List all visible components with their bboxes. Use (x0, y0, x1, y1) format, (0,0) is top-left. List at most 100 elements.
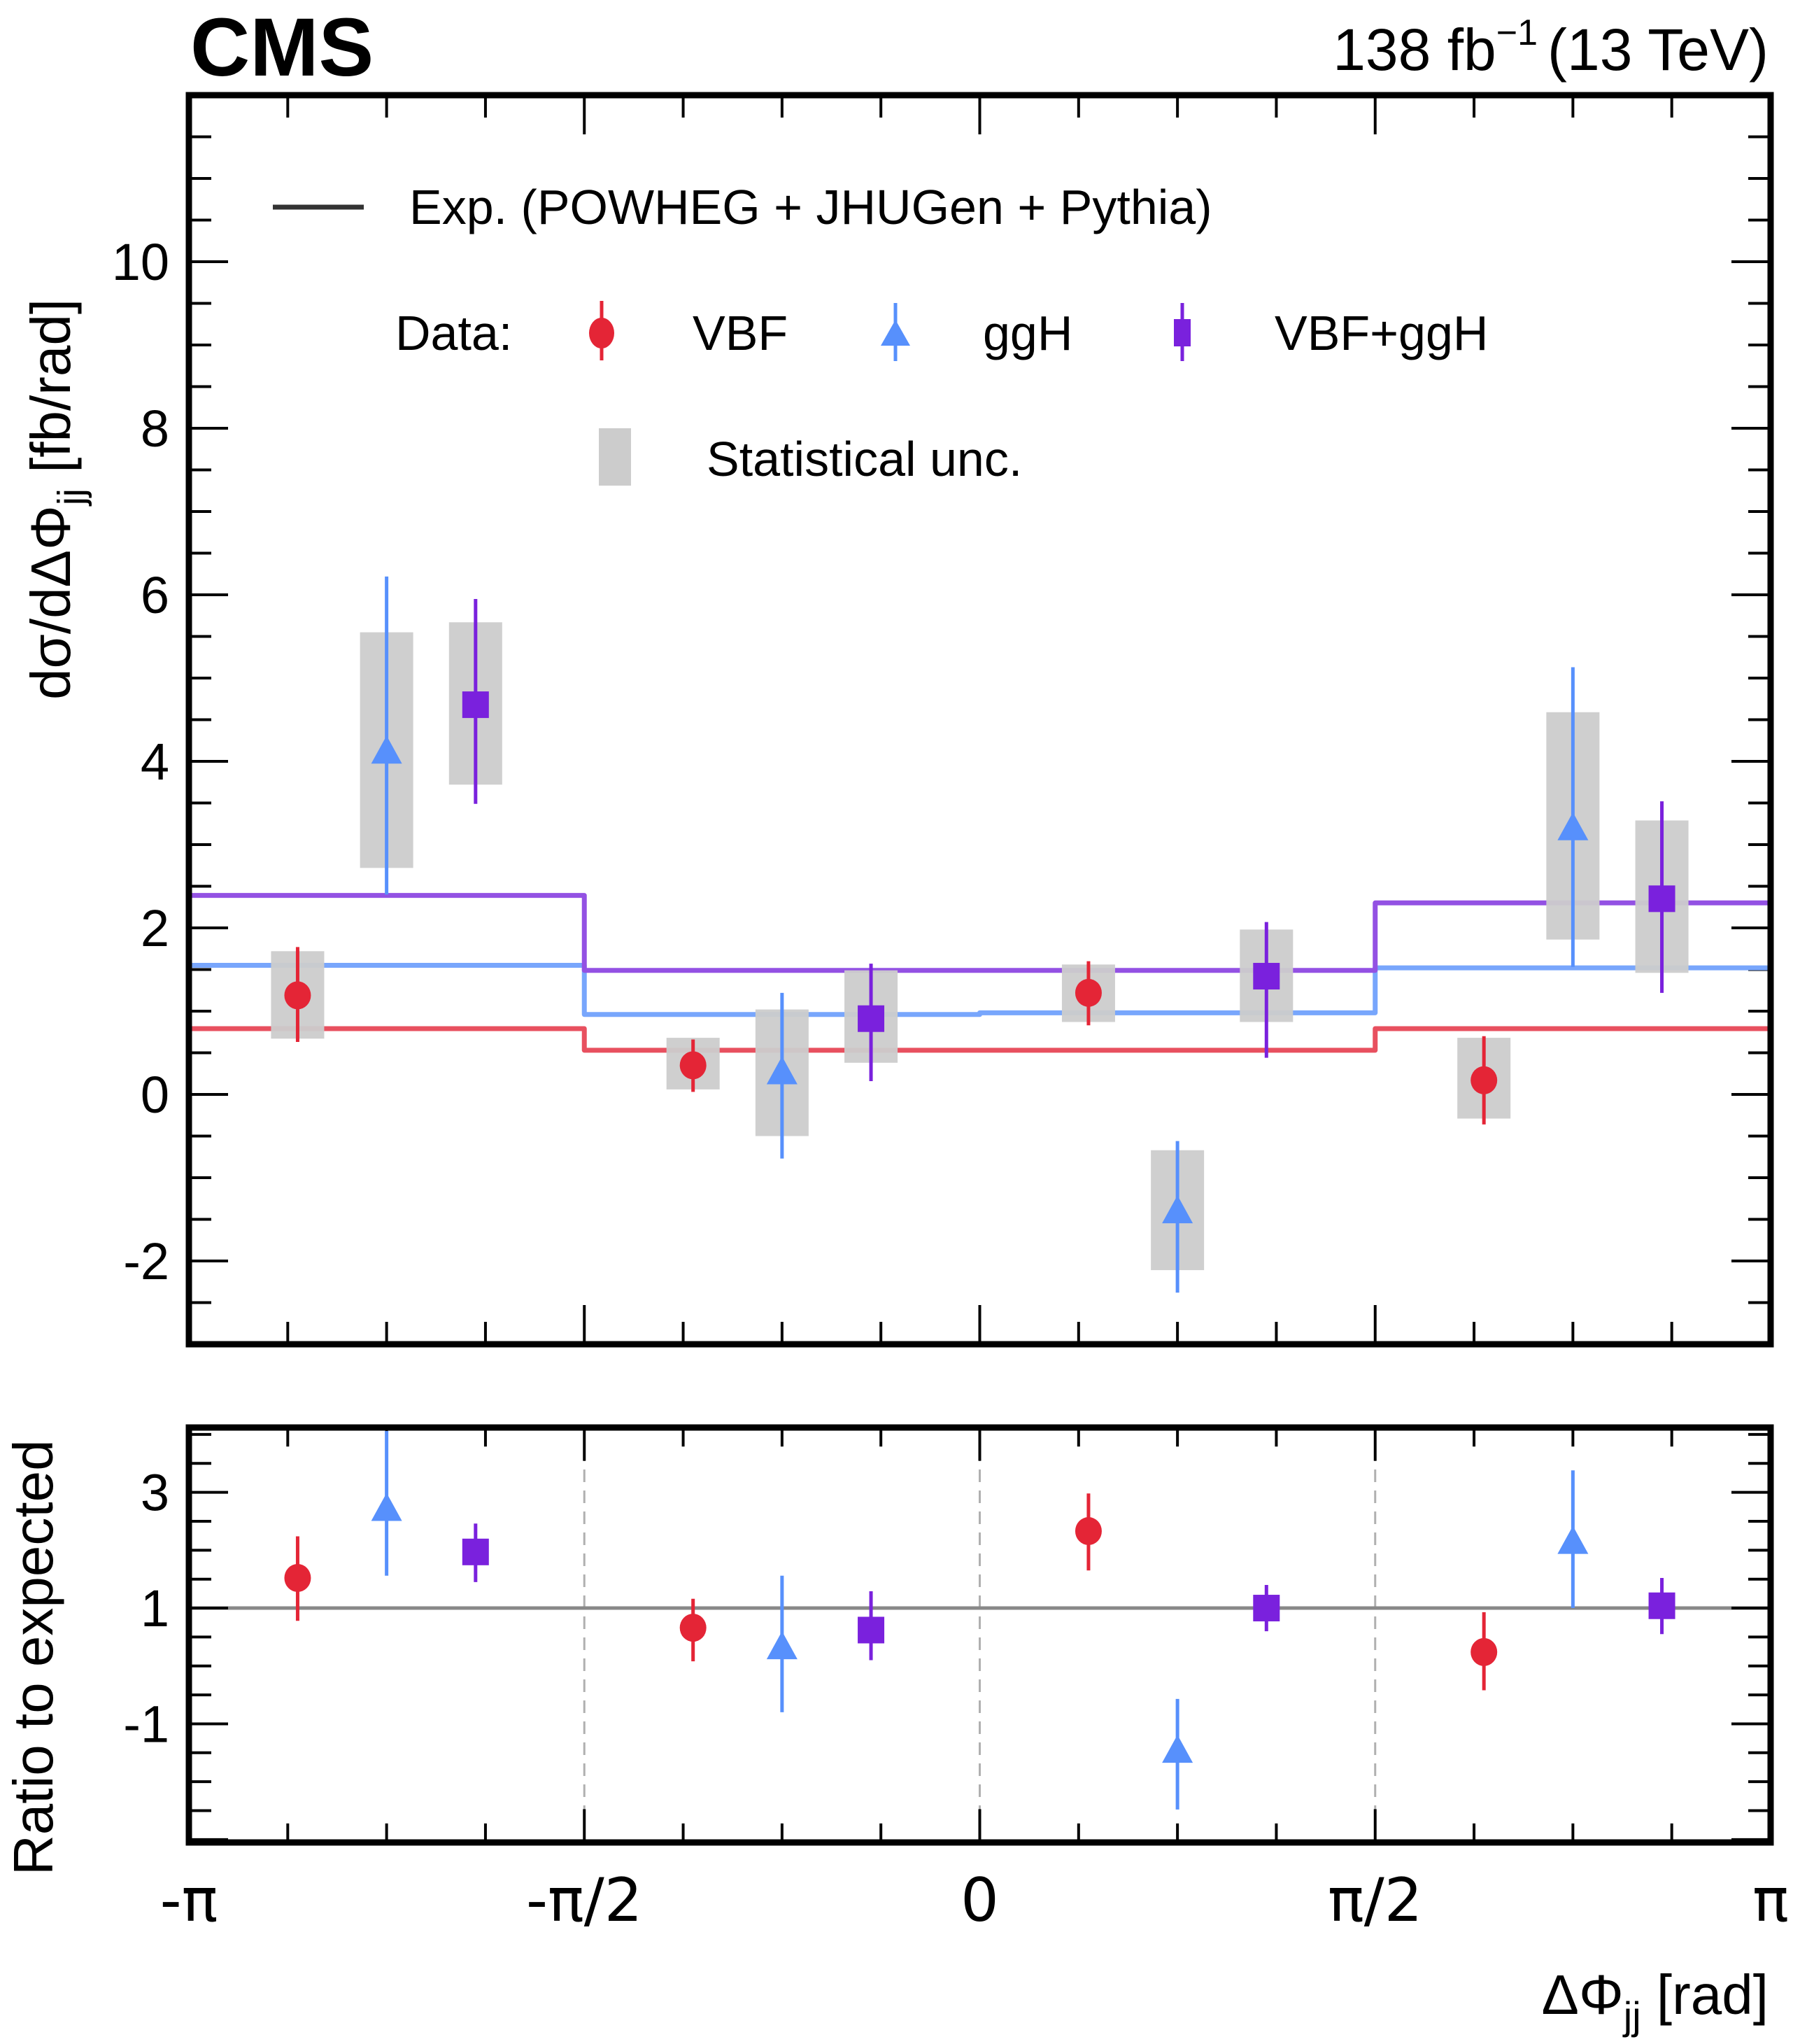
point-circle-marker (1471, 1066, 1498, 1094)
ratio-point-vbf (679, 1598, 707, 1662)
data-point-vbf-ggh (1648, 801, 1675, 993)
ratio-triangle-marker (1162, 1735, 1193, 1763)
data-point-vbf (1471, 1036, 1498, 1125)
y-tick-label: 0 (141, 1066, 169, 1124)
ratio-axis-ticks (189, 1428, 1771, 1842)
y-title-main: dσ/dΔΦ (20, 505, 82, 700)
y-title-subscript: jj (50, 488, 92, 507)
ratio-y-tick-label: 3 (141, 1464, 169, 1522)
ratio-plot-frame (185, 1424, 1774, 1846)
ratio-circle-marker (284, 1564, 311, 1593)
experiment-label: CMS (190, 1, 374, 94)
x-tick-labels: -π -π/2 0 π/2 π (160, 1866, 1789, 1936)
ratio-circle-marker (1075, 1517, 1102, 1546)
statistical-uncertainty-bands (271, 622, 1689, 1271)
ratio-data-points (284, 1431, 1675, 1810)
luminosity-exponent: −1 (1496, 13, 1538, 53)
point-circle-marker (679, 1051, 707, 1080)
luminosity-label: 138 fb−1 (13 TeV) (1333, 13, 1769, 83)
x-title-unit: [rad] (1641, 1964, 1769, 2026)
ratio-y-tick-labels: -1 1 3 (123, 1464, 169, 1754)
legend-comb-marker-icon (1174, 303, 1191, 361)
legend-vbf-marker-icon (589, 301, 614, 360)
x-title-main: ΔΦ (1542, 1964, 1624, 2026)
y-tick-label: -2 (123, 1232, 169, 1290)
energy-label: (13 TeV) (1547, 17, 1769, 83)
point-square-marker (858, 1005, 885, 1032)
ratio-point-vbf (284, 1536, 311, 1621)
data-point-vbf (679, 1039, 707, 1092)
data-point-vbf-ggh (1253, 922, 1280, 1058)
point-square-marker (1648, 885, 1675, 912)
ratio-point-vbf-ggh (462, 1523, 489, 1582)
y-tick-label: 4 (141, 733, 169, 791)
ratio-circle-marker (1471, 1637, 1498, 1666)
x-title-subscript: jj (1622, 1994, 1641, 2038)
legend: Exp. (POWHEG + JHUGen + Pythia) Data: VB… (273, 180, 1488, 486)
y-tick-label: 8 (141, 400, 169, 458)
ratio-point-ggh (1162, 1698, 1193, 1810)
ratio-square-marker (1253, 1595, 1280, 1622)
ratio-point-vbf (1075, 1493, 1102, 1571)
data-point-vbf-ggh (858, 964, 885, 1081)
x-tick-label: -π/2 (526, 1866, 643, 1936)
ratio-triangle-marker (1557, 1525, 1589, 1554)
data-point-ggh (766, 992, 798, 1159)
ratio-point-vbf-ggh (858, 1591, 885, 1661)
x-tick-label: -π (160, 1866, 218, 1936)
ratio-y-axis-title: Ratio to expected (2, 1439, 64, 1875)
data-point-vbf (284, 947, 311, 1043)
main-plot-frame (185, 92, 1774, 1348)
ratio-square-marker (1648, 1592, 1675, 1619)
legend-stat-label: Statistical unc. (707, 432, 1022, 486)
legend-ggh-marker-icon (881, 303, 910, 361)
main-y-axis-title: dσ/dΔΦjj [fb/rad] (20, 299, 92, 700)
x-tick-label: 0 (961, 1866, 999, 1936)
y-tick-label: 10 (112, 233, 169, 291)
ratio-point-vbf (1471, 1612, 1498, 1691)
point-square-marker (462, 691, 489, 719)
point-triangle-marker (371, 735, 402, 764)
data-point-ggh (1557, 667, 1589, 967)
main-y-tick-labels: -2 0 2 4 6 8 10 (112, 233, 169, 1290)
expected-histogram-vbf (189, 1026, 1771, 1053)
ratio-triangle-marker (371, 1493, 402, 1521)
main-axis-ticks (189, 95, 1771, 1344)
data-point-ggh (371, 576, 402, 895)
y-tick-label: 6 (141, 566, 169, 624)
point-circle-marker (284, 981, 311, 1010)
ratio-point-ggh (1557, 1470, 1589, 1609)
point-triangle-marker (1162, 1195, 1193, 1224)
ratio-point-ggh (766, 1575, 798, 1712)
x-tick-label: π/2 (1328, 1866, 1422, 1936)
legend-ggh-label: ggH (983, 306, 1072, 360)
bin-divider-lines (583, 1428, 1377, 1842)
ratio-point-vbf-ggh (1648, 1578, 1675, 1635)
ratio-point-vbf-ggh (1253, 1584, 1280, 1632)
expected-histograms (189, 893, 1771, 1053)
point-triangle-marker (766, 1056, 798, 1085)
legend-data-prefix: Data: (395, 306, 512, 360)
legend-stat-band-icon (599, 428, 631, 486)
expected-histogram-ggh (189, 963, 1771, 1017)
y-title-unit: [fb/rad] (20, 299, 82, 488)
legend-expected-label: Exp. (POWHEG + JHUGen + Pythia) (409, 180, 1212, 234)
ratio-point-ggh (371, 1431, 402, 1576)
luminosity-value: 138 fb (1333, 17, 1496, 83)
ratio-y-tick-label: 1 (141, 1579, 169, 1637)
data-point-vbf (1075, 961, 1102, 1026)
main-data-points (284, 576, 1675, 1293)
expected-histogram-vbf-ggh (189, 893, 1771, 973)
y-tick-label: 2 (141, 899, 169, 957)
ratio-square-marker (462, 1538, 489, 1565)
x-tick-label: π (1752, 1866, 1789, 1936)
legend-comb-label: VBF+ggH (1275, 306, 1488, 360)
data-point-ggh (1162, 1141, 1193, 1293)
legend-vbf-label: VBF (693, 306, 788, 360)
point-circle-marker (1075, 978, 1102, 1007)
ratio-y-tick-label: -1 (123, 1695, 169, 1753)
data-point-vbf-ggh (462, 598, 489, 804)
x-axis-title: ΔΦjj [rad] (1542, 1964, 1769, 2038)
ratio-circle-marker (679, 1614, 707, 1642)
